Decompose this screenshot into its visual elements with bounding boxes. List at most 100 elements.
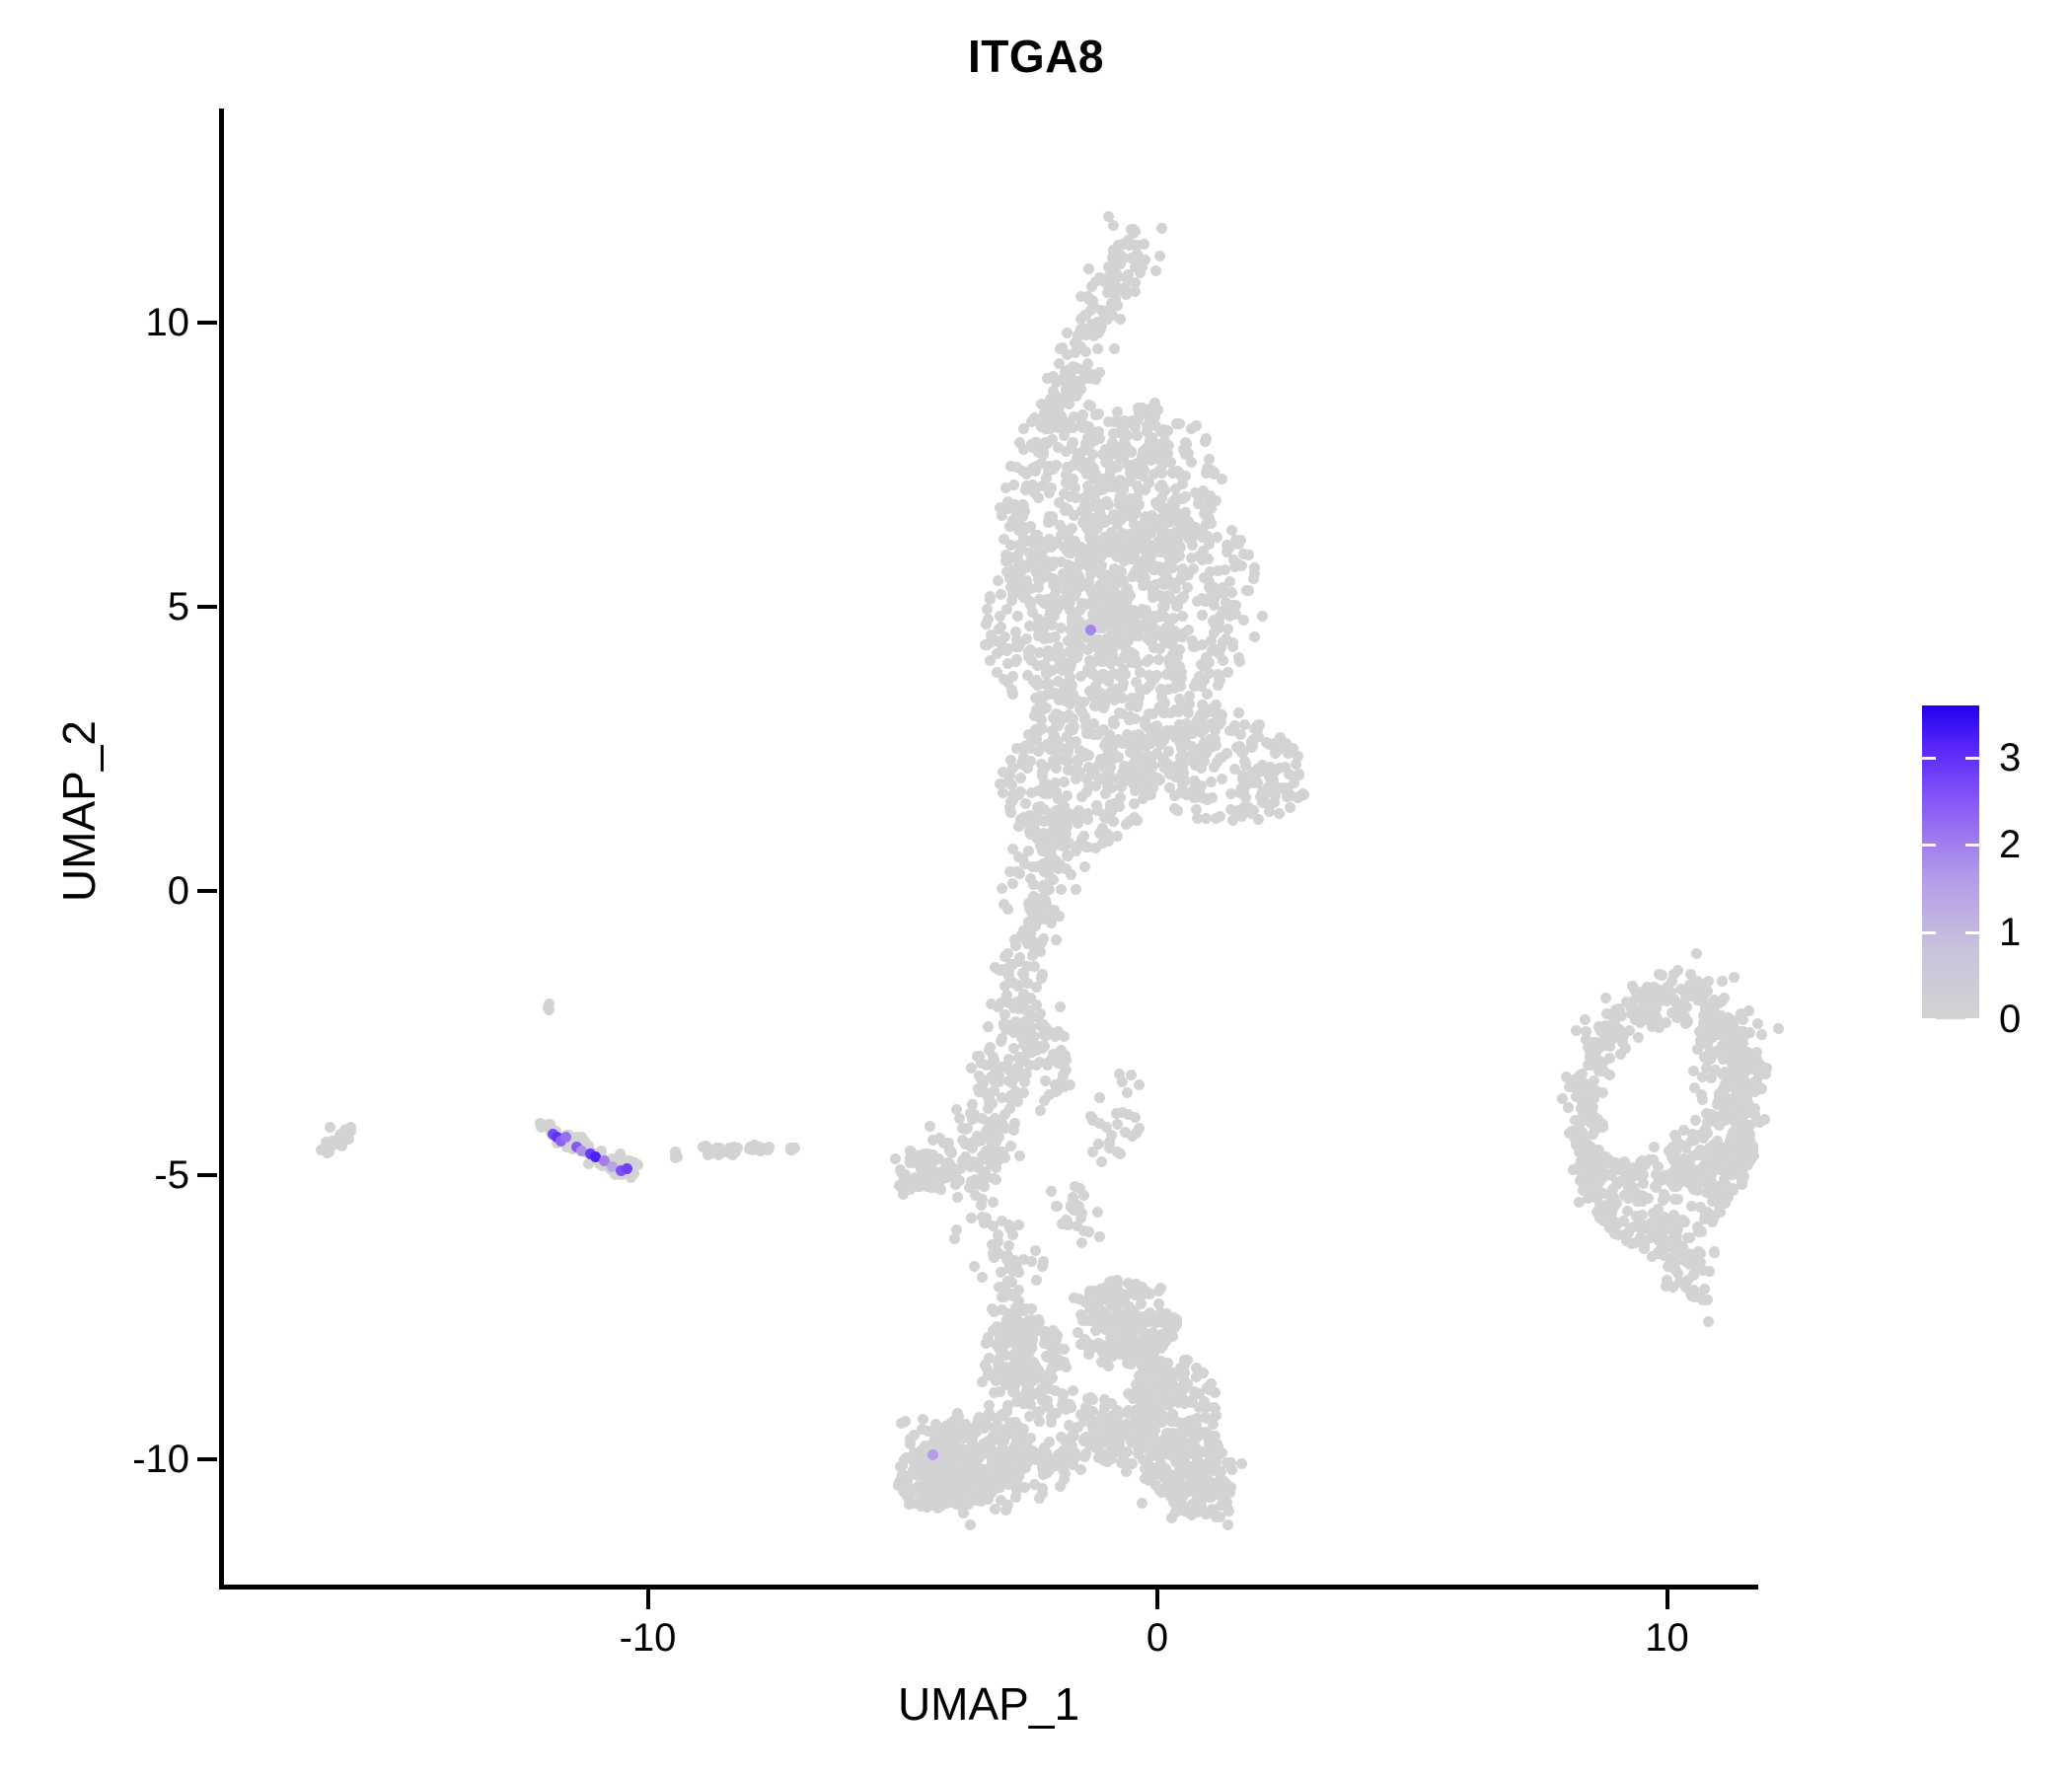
scatter-point <box>1104 751 1116 763</box>
scatter-point <box>977 1078 989 1090</box>
scatter-point <box>1575 1154 1587 1166</box>
scatter-point <box>1026 441 1038 453</box>
scatter-point <box>1088 331 1100 342</box>
scatter-point <box>1691 1221 1703 1233</box>
scatter-point <box>912 1150 924 1162</box>
scatter-point <box>1043 1452 1055 1464</box>
scatter-point <box>938 1487 950 1499</box>
scatter-point <box>1024 1346 1036 1358</box>
scatter-point <box>972 1130 984 1142</box>
scatter-point <box>1138 793 1149 805</box>
scatter-point <box>945 1446 957 1458</box>
scatter-point <box>1651 1230 1663 1242</box>
scatter-point <box>1747 1150 1759 1162</box>
scatter-point <box>1204 1448 1216 1460</box>
scatter-point <box>1228 600 1240 612</box>
scatter-point <box>1106 1410 1118 1422</box>
scatter-point <box>1049 393 1061 405</box>
scatter-point <box>1621 997 1633 1008</box>
scatter-point <box>1600 1020 1612 1032</box>
scatter-point <box>1000 1024 1012 1036</box>
scatter-point <box>1117 1288 1129 1299</box>
scatter-point <box>1088 513 1100 525</box>
scatter-point <box>1680 1017 1692 1029</box>
scatter-point <box>1092 1338 1104 1349</box>
scatter-point <box>926 1472 938 1484</box>
scatter-point <box>1221 748 1233 760</box>
scatter-point <box>1018 1031 1030 1043</box>
scatter-point <box>1715 1163 1727 1175</box>
scatter-point <box>897 1473 909 1485</box>
scatter-point <box>983 1332 995 1344</box>
scatter-point <box>1062 546 1073 557</box>
scatter-point <box>986 1239 998 1251</box>
scatter-point <box>988 1434 999 1445</box>
scatter-point <box>1105 658 1117 670</box>
scatter-point <box>1082 524 1094 536</box>
scatter-point <box>1686 1149 1698 1161</box>
scatter-point <box>1073 375 1084 387</box>
scatter-point <box>1034 691 1046 703</box>
scatter-point <box>1564 1080 1576 1092</box>
scatter-point <box>1133 1448 1145 1460</box>
scatter-point <box>1713 1113 1725 1125</box>
scatter-point <box>994 623 1005 634</box>
scatter-point <box>1116 449 1128 461</box>
scatter-point <box>1036 937 1048 949</box>
scatter-point <box>1027 534 1039 546</box>
scatter-point <box>1174 417 1186 429</box>
scatter-point <box>1192 1445 1204 1457</box>
scatter-point <box>1143 410 1154 422</box>
scatter-point <box>1092 651 1104 663</box>
scatter-point <box>1096 643 1108 655</box>
scatter-point <box>1126 529 1138 541</box>
scatter-point <box>917 1482 928 1494</box>
scatter-point <box>1698 1051 1710 1063</box>
scatter-point <box>895 1181 907 1193</box>
scatter-point <box>1740 1097 1752 1109</box>
scatter-point <box>1720 1066 1732 1077</box>
scatter-point <box>1240 759 1251 771</box>
scatter-point <box>1143 1384 1154 1396</box>
scatter-point <box>1172 1474 1184 1486</box>
scatter-point <box>1038 440 1050 452</box>
scatter-point <box>1222 1518 1234 1530</box>
scatter-point <box>1688 1183 1700 1195</box>
scatter-point <box>935 1445 947 1457</box>
scatter-point <box>1035 1385 1047 1397</box>
scatter-point <box>1090 640 1102 652</box>
scatter-point <box>1047 754 1059 766</box>
scatter-point <box>1093 1452 1105 1464</box>
scatter-point <box>1129 566 1141 578</box>
scatter-point <box>1063 503 1074 515</box>
scatter-point <box>1074 670 1086 682</box>
scatter-point <box>1699 1208 1711 1220</box>
scatter-point <box>1177 1393 1189 1405</box>
scatter-point <box>988 1172 999 1184</box>
scatter-point <box>1587 1156 1598 1168</box>
scatter-point <box>1098 724 1110 736</box>
scatter-point <box>1728 1147 1739 1158</box>
scatter-point <box>1138 534 1149 546</box>
scatter-point <box>1215 753 1226 765</box>
scatter-point <box>1220 564 1231 576</box>
scatter-point <box>1205 566 1217 578</box>
scatter-point <box>1163 533 1175 545</box>
scatter-point <box>1099 1309 1111 1321</box>
scatter-point <box>1174 1470 1186 1482</box>
scatter-point <box>1084 1345 1096 1357</box>
scatter-point <box>1754 1060 1766 1072</box>
scatter-point <box>1201 462 1213 474</box>
scatter-point <box>1112 442 1124 454</box>
scatter-point <box>1706 1021 1718 1033</box>
scatter-point <box>995 997 1006 1008</box>
scatter-point <box>1038 408 1050 420</box>
scatter-point <box>926 1473 938 1485</box>
scatter-point <box>1606 1024 1618 1036</box>
scatter-point <box>1048 590 1060 602</box>
scatter-point <box>1719 992 1731 1003</box>
scatter-point <box>1160 1463 1172 1475</box>
scatter-point <box>1186 1427 1198 1439</box>
scatter-point <box>1059 744 1071 756</box>
scatter-point <box>1084 685 1096 697</box>
